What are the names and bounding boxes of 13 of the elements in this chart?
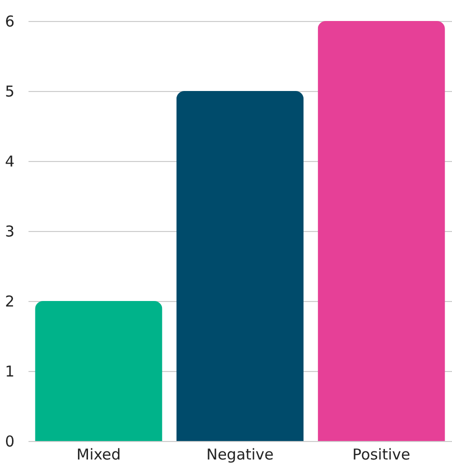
bar xyxy=(35,301,162,441)
y-tick-label: 3 xyxy=(4,222,14,240)
x-tick-label: Mixed xyxy=(76,446,121,464)
bar xyxy=(176,91,304,441)
x-tick-label: Negative xyxy=(206,446,274,464)
y-tick-label: 5 xyxy=(4,82,14,100)
bar xyxy=(318,21,445,441)
y-tick-label: 0 xyxy=(4,432,14,450)
y-tick-label: 6 xyxy=(4,12,14,30)
x-tick-label: Positive xyxy=(352,446,410,464)
y-tick-label: 2 xyxy=(4,292,14,310)
y-tick-label: 1 xyxy=(4,362,14,380)
y-tick-label: 4 xyxy=(4,152,14,170)
